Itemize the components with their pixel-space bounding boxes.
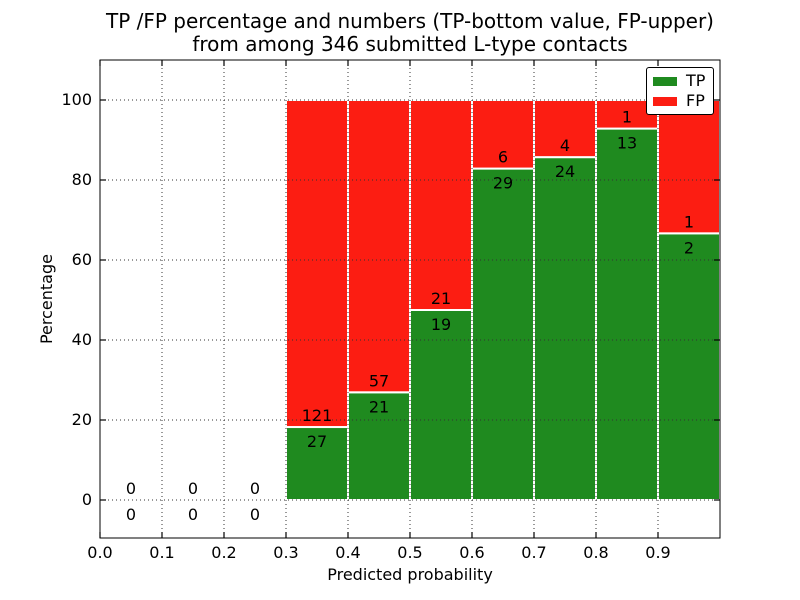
tp-count-label: 24	[555, 162, 575, 181]
tp-count-label: 27	[307, 432, 327, 451]
fp-count-label: 0	[250, 479, 260, 498]
tp-count-label: 29	[493, 174, 513, 193]
bar-tp-segment	[595, 127, 659, 501]
fp-count-label: 121	[302, 406, 333, 425]
x-tick-label: 0.4	[335, 543, 360, 562]
bar-fp-segment	[471, 99, 535, 170]
fp-count-label: 57	[369, 371, 389, 390]
x-tick-label: 0.5	[397, 543, 422, 562]
x-tick-label: 0.8	[583, 543, 608, 562]
chart-subtitle: from among 346 submitted L-type contacts	[192, 32, 628, 56]
fp-count-label: 21	[431, 289, 451, 308]
bar-fp-segment	[409, 99, 473, 311]
x-tick-label: 0.3	[273, 543, 298, 562]
bar-tp-segment	[657, 232, 721, 501]
fp-count-label: 4	[560, 136, 570, 155]
tp-count-label: 13	[617, 134, 637, 153]
chart-title: TP /FP percentage and numbers (TP-bottom…	[106, 9, 714, 33]
legend-swatch-tp	[653, 76, 677, 86]
y-tick-label: 80	[72, 170, 92, 189]
fp-count-label: 1	[622, 108, 632, 127]
x-tick-label: 0.6	[459, 543, 484, 562]
x-tick-label: 0.0	[87, 543, 112, 562]
bar-tp-segment	[347, 391, 411, 501]
bar-fp-segment	[285, 99, 349, 429]
y-tick-label: 40	[72, 330, 92, 349]
legend-swatch-fp	[653, 96, 677, 106]
x-tick-label: 0.9	[645, 543, 670, 562]
tp-count-label: 19	[431, 315, 451, 334]
bar-tp-segment	[285, 426, 349, 502]
tp-count-label: 2	[684, 238, 694, 257]
bar-tp-segment	[471, 167, 535, 501]
fp-count-label: 6	[498, 148, 508, 167]
bar-tp-segment	[533, 156, 597, 501]
tp-count-label: 0	[188, 505, 198, 524]
y-tick-label: 100	[61, 90, 92, 109]
x-tick-label: 0.7	[521, 543, 546, 562]
fp-count-label: 0	[126, 479, 136, 498]
tp-count-label: 0	[250, 505, 260, 524]
y-tick-label: 60	[72, 250, 92, 269]
legend-label-fp: FP	[686, 91, 705, 110]
bar-tp-segment	[409, 309, 473, 501]
y-tick-label: 0	[82, 490, 92, 509]
x-tick-label: 0.2	[211, 543, 236, 562]
legend-row-fp: FP	[647, 91, 713, 111]
tp-count-label: 21	[369, 397, 389, 416]
y-tick-label: 20	[72, 410, 92, 429]
tp-count-label: 0	[126, 505, 136, 524]
legend-label-tp: TP	[686, 71, 706, 90]
legend: TP FP	[646, 67, 714, 115]
bar-fp-segment	[347, 99, 411, 394]
x-axis-label: Predicted probability	[327, 565, 493, 584]
x-tick-label: 0.1	[149, 543, 174, 562]
fp-count-label: 0	[188, 479, 198, 498]
legend-row-tp: TP	[647, 71, 713, 91]
fp-count-label: 1	[684, 212, 694, 231]
